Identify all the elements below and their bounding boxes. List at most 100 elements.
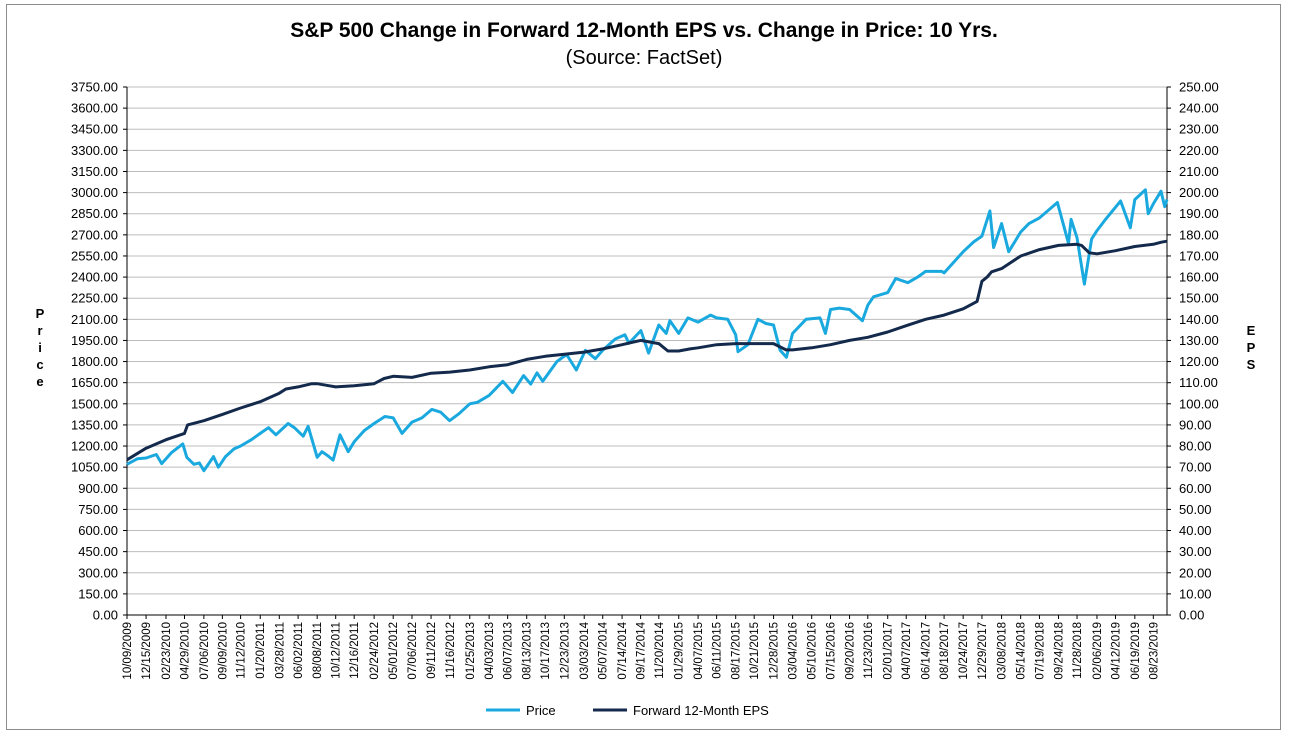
x-tick-label: 08/08/2011	[312, 622, 324, 679]
series	[126, 188, 1169, 473]
x-tick-label: 07/15/2016	[825, 622, 837, 680]
x-tick-label: 10/12/2011	[331, 622, 343, 679]
x-tick-label: 11/28/2018	[1072, 622, 1084, 679]
left-tick-label: 900.00	[78, 481, 118, 496]
right-axis-title-letter: E	[1247, 323, 1256, 338]
left-tick-label: 600.00	[78, 523, 118, 538]
chart-frame	[6, 4, 1281, 730]
right-tick-label: 70.00	[1179, 460, 1212, 475]
right-tick-label: 80.00	[1179, 439, 1212, 454]
left-tick-label: 1800.00	[71, 354, 118, 369]
x-tick-label: 06/02/2011	[293, 622, 305, 679]
right-tick-label: 120.00	[1179, 354, 1219, 369]
x-tick-label: 01/20/2011	[255, 622, 267, 679]
left-axis-title-letter: r	[37, 323, 42, 338]
left-tick-label: 1200.00	[71, 439, 118, 454]
left-tick-label: 1950.00	[71, 333, 118, 348]
right-y-axis-ticks: 0.00 10.00 20.00 30.00 40.00 50.00 60.00 70.00 8…	[1167, 80, 1219, 623]
x-axis-ticks: 10/09/2009 12/15/2009 02/23/2010 04/29/2010…	[122, 615, 1160, 680]
x-tick-label: 04/29/2010	[180, 622, 192, 680]
left-axis-title: Price	[36, 306, 45, 389]
x-tick-label: 05/10/2016	[807, 622, 819, 680]
x-tick-label: 03/03/2014	[579, 621, 591, 679]
x-tick-label: 09/24/2018	[1054, 622, 1066, 680]
chart-subtitle: (Source: FactSet)	[566, 47, 723, 69]
right-tick-label: 40.00	[1179, 523, 1212, 538]
left-tick-label: 450.00	[78, 544, 118, 559]
right-tick-label: 190.00	[1179, 206, 1219, 221]
x-tick-label: 02/06/2019	[1092, 622, 1104, 680]
x-tick-label: 09/17/2014	[636, 621, 648, 679]
x-tick-label: 12/28/2015	[769, 622, 781, 680]
left-tick-label: 750.00	[78, 502, 118, 517]
x-tick-label: 10/09/2009	[122, 622, 134, 680]
right-tick-label: 60.00	[1179, 481, 1212, 496]
x-tick-label: 10/24/2017	[958, 622, 970, 680]
series-line-forward-12-month-eps	[126, 239, 1168, 462]
left-axis-title-letter: P	[36, 306, 45, 321]
x-tick-label: 11/16/2012	[445, 622, 457, 679]
left-tick-label: 3600.00	[71, 101, 118, 116]
x-tick-label: 06/19/2019	[1130, 622, 1142, 680]
x-tick-label: 12/29/2017	[977, 622, 989, 680]
x-tick-label: 02/23/2010	[161, 622, 173, 680]
right-tick-label: 150.00	[1179, 291, 1219, 306]
right-tick-label: 220.00	[1179, 143, 1219, 158]
left-tick-label: 3150.00	[71, 164, 118, 179]
x-tick-label: 08/17/2015	[731, 622, 743, 680]
right-tick-label: 180.00	[1179, 227, 1219, 242]
legend-label-eps: Forward 12-Month EPS	[633, 703, 769, 718]
left-tick-label: 3300.00	[71, 143, 118, 158]
right-tick-label: 170.00	[1179, 248, 1219, 263]
x-tick-label: 11/20/2014	[654, 621, 666, 678]
left-axis-title-letter: c	[36, 357, 43, 372]
x-tick-label: 11/12/2010	[236, 622, 248, 679]
left-tick-label: 1050.00	[71, 460, 118, 475]
right-tick-label: 10.00	[1179, 586, 1212, 601]
left-tick-label: 3750.00	[71, 80, 118, 95]
x-tick-label: 09/09/2010	[217, 622, 229, 680]
gridlines	[127, 86, 1167, 616]
left-tick-label: 1350.00	[71, 417, 118, 432]
x-tick-label: 03/28/2011	[274, 622, 286, 679]
x-tick-label: 07/14/2014	[617, 621, 629, 679]
x-tick-label: 12/23/2013	[559, 622, 571, 680]
right-tick-label: 90.00	[1179, 417, 1212, 432]
right-axis-title-letter: S	[1247, 357, 1256, 372]
right-tick-label: 100.00	[1179, 396, 1219, 411]
left-axis-title-letter: e	[36, 374, 43, 389]
x-tick-label: 03/04/2016	[788, 622, 800, 680]
x-tick-label: 05/01/2012	[388, 622, 400, 680]
x-tick-label: 04/07/2017	[901, 622, 913, 680]
x-tick-label: 07/06/2012	[407, 622, 419, 680]
left-tick-label: 3450.00	[71, 122, 118, 137]
x-tick-label: 07/06/2010	[199, 622, 211, 680]
left-tick-label: 2400.00	[71, 270, 118, 285]
axes	[126, 87, 1168, 615]
right-tick-label: 160.00	[1179, 270, 1219, 285]
legend: Price Forward 12-Month EPS	[486, 703, 769, 718]
left-y-axis-ticks: 0.00 150.00 300.00 450.00 600.00 750.00 900.00…	[71, 80, 127, 623]
right-tick-label: 250.00	[1179, 80, 1219, 95]
x-tick-label: 12/15/2009	[141, 622, 153, 680]
x-tick-label: 10/21/2015	[749, 622, 761, 680]
left-tick-label: 0.00	[93, 608, 118, 623]
right-tick-label: 240.00	[1179, 101, 1219, 116]
left-tick-label: 2850.00	[71, 206, 118, 221]
x-tick-label: 04/03/2013	[484, 622, 496, 680]
left-tick-label: 1650.00	[71, 375, 118, 390]
x-tick-label: 04/12/2019	[1110, 622, 1122, 680]
left-tick-label: 2550.00	[71, 248, 118, 263]
x-tick-label: 01/29/2015	[674, 622, 686, 680]
left-tick-label: 3000.00	[71, 185, 118, 200]
chart-title: S&P 500 Change in Forward 12-Month EPS v…	[290, 19, 998, 42]
x-tick-label: 02/01/2017	[883, 622, 895, 680]
right-tick-label: 230.00	[1179, 122, 1219, 137]
right-axis-title-letter: P	[1247, 340, 1256, 355]
left-tick-label: 2100.00	[71, 312, 118, 327]
right-tick-label: 30.00	[1179, 544, 1212, 559]
x-tick-label: 12/16/2011	[349, 622, 361, 679]
x-tick-label: 03/08/2018	[997, 622, 1009, 680]
x-tick-label: 08/23/2019	[1148, 622, 1160, 680]
